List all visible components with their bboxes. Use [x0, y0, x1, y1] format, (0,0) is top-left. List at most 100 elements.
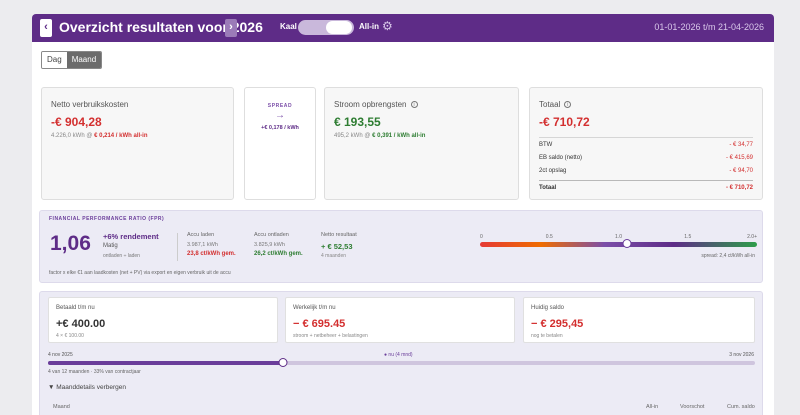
- fpr-rendement: +6% rendement: [103, 232, 159, 241]
- column-header-cum-saldo: Cum. saldo: [727, 404, 755, 410]
- betaald-label: Betaald t/m nu: [56, 305, 95, 311]
- divider: [539, 180, 753, 181]
- row-label: 2ct opslag: [539, 168, 567, 174]
- fpr-formula: ontladen ÷ laden: [103, 253, 140, 259]
- accu-laden-label: Accu laden: [187, 232, 215, 238]
- stroom-sub: 495,2 kWh @ € 0,391 / kWh all-in: [334, 133, 425, 139]
- price-text: € 0,391 / kWh all-in: [372, 133, 426, 139]
- totaal-row-total: Totaal - € 710,72: [539, 185, 753, 191]
- gauge-marker: [622, 239, 632, 248]
- gauge-tick-label: 1.5: [684, 234, 692, 240]
- spread-label: SPREAD: [267, 103, 293, 109]
- kwh-text: 495,2 kWh @: [334, 133, 373, 139]
- netto-sub: 4.226,0 kWh @ € 0,214 / kWh all-in: [51, 133, 147, 139]
- price-text: € 0,214 / kWh all-in: [94, 133, 148, 139]
- main-panel: Dag Maand Netto verbruikskosten -€ 904,2…: [32, 42, 774, 415]
- netto-verbruik-card: Netto verbruikskosten -€ 904,28 4.226,0 …: [41, 87, 234, 200]
- werkelijk-card: Werkelijk t/m nu − € 695.45 stroom + net…: [285, 297, 515, 343]
- card-title-text: Stroom opbrengsten: [334, 100, 407, 109]
- column-header-maand: Maand: [53, 404, 70, 410]
- row-value: - € 415,69: [725, 155, 753, 161]
- fpr-gauge: [480, 239, 757, 248]
- saldo-sub: nog te betalen: [531, 333, 563, 339]
- contract-panel: Betaald t/m nu +€ 400.00 4 × € 100.00 We…: [39, 291, 763, 415]
- fpr-panel: FINANCIAL PERFORMANCE RATIO (FPR) 1,06 +…: [39, 210, 763, 283]
- huidig-saldo-card: Huidig saldo − € 295,45 nog te betalen: [523, 297, 755, 343]
- accu-laden-price: 23,8 ct/kWh gem.: [187, 251, 236, 257]
- progress-marker: [278, 358, 288, 367]
- toggle-label-allin: All-in: [359, 22, 379, 31]
- row-label: EB saldo (netto): [539, 155, 583, 161]
- spread-card: SPREAD → +€ 0,178 / kWh: [244, 87, 316, 200]
- accu-laden: Accu laden 3.987,1 kWh 23,8 ct/kWh gem.: [187, 232, 236, 257]
- toggle-knob: [326, 21, 352, 34]
- betaald-value: +€ 400.00: [56, 318, 106, 330]
- column-header-allin: All-in: [646, 404, 659, 410]
- accu-ontladen: Accu ontladen 3.825,9 kWh 26,2 ct/kWh ge…: [254, 232, 303, 257]
- netto-resultaat-sub: 4 maanden: [321, 253, 347, 259]
- row-value: - € 94,70: [729, 168, 753, 174]
- totaal-card: Totaal i -€ 710,72 BTW - € 34,77 EB saldo …: [529, 87, 763, 200]
- timeline-end: 3 nov 2026: [729, 352, 754, 358]
- netto-resultaat: Netto resultaat + € 52,53 4 maanden: [321, 232, 357, 259]
- accu-ontladen-label: Accu ontladen: [254, 232, 289, 238]
- betaald-sub: 4 × € 100.00: [56, 333, 84, 339]
- toggle-label-kaal: Kaal: [280, 22, 297, 31]
- row-label: Totaal: [539, 185, 557, 191]
- kaal-allin-toggle[interactable]: [298, 20, 354, 35]
- stroom-opbrengsten-card: Stroom opbrengsten i € 193,55 495,2 kWh @…: [324, 87, 519, 200]
- column-header-voorschot: Voorschot: [680, 404, 705, 410]
- accu-laden-kwh: 3.987,1 kWh: [187, 242, 218, 248]
- row-label: BTW: [539, 142, 553, 148]
- accu-ontladen-price: 26,2 ct/kWh gem.: [254, 251, 303, 257]
- info-icon[interactable]: i: [410, 101, 418, 108]
- card-title: Totaal i: [539, 100, 572, 109]
- werkelijk-sub: stroom + netbeheer + belastingen: [293, 333, 368, 339]
- netto-resultaat-label: Netto resultaat: [321, 232, 357, 238]
- gauge-tick-labels: 0 0.5 1.0 1.5 2.0+: [480, 234, 757, 242]
- info-icon[interactable]: i: [564, 101, 572, 108]
- page-title: Overzicht resultaten voor 2026: [59, 19, 263, 35]
- maanddetails-toggle[interactable]: ▼ Maanddetails verbergen: [48, 384, 126, 391]
- gauge-tick-label: 1.0: [615, 234, 622, 240]
- stroom-value: € 193,55: [334, 115, 381, 129]
- accu-ontladen-kwh: 3.825,9 kWh: [254, 242, 285, 248]
- totaal-row-eb: EB saldo (netto) - € 415,69: [539, 155, 753, 161]
- saldo-label: Huidig saldo: [531, 305, 565, 311]
- betaald-card: Betaald t/m nu +€ 400.00 4 × € 100.00: [48, 297, 278, 343]
- fpr-value: 1,06: [50, 232, 91, 255]
- previous-year-button[interactable]: ‹: [40, 19, 52, 37]
- kwh-text: 4.226,0 kWh @: [51, 133, 95, 139]
- gauge-note: spread: 2,4 ct/kWh all-in: [701, 253, 755, 259]
- row-value: - € 34,77: [729, 142, 753, 148]
- gauge-tick-label: 2.0+: [747, 234, 757, 240]
- next-year-button[interactable]: ›: [225, 19, 237, 37]
- saldo-value: − € 295,45: [531, 318, 584, 330]
- fpr-title: FINANCIAL PERFORMANCE RATIO (FPR): [49, 216, 165, 222]
- card-title-text: Totaal: [539, 100, 561, 109]
- view-dag-button[interactable]: Dag: [42, 52, 67, 68]
- werkelijk-value: − € 695.45: [293, 318, 346, 330]
- netto-value: -€ 904,28: [51, 115, 102, 129]
- fpr-footnote: factor x elke €1 aan laadkosten (net + P…: [49, 270, 231, 276]
- gauge-tick-label: 0: [480, 234, 483, 240]
- view-toggle: Dag Maand: [41, 51, 103, 69]
- row-value: - € 710,72: [725, 185, 753, 191]
- totaal-row-btw: BTW - € 34,77: [539, 142, 753, 148]
- contract-progress-bar: [48, 358, 755, 367]
- netto-resultaat-value: + € 52,53: [321, 242, 353, 251]
- arrow-right-icon: →: [275, 110, 285, 121]
- totaal-value: -€ 710,72: [539, 115, 590, 129]
- divider: [539, 137, 753, 138]
- gear-icon[interactable]: ⚙: [382, 19, 393, 33]
- spread-value: +€ 0,178 / kWh: [261, 125, 299, 131]
- progress-fill: [48, 361, 284, 365]
- view-maand-button[interactable]: Maand: [66, 52, 102, 68]
- header-bar: ‹ Overzicht resultaten voor 2026 › Kaal …: [32, 14, 774, 42]
- divider: [177, 233, 178, 261]
- card-title: Netto verbruikskosten: [51, 100, 129, 109]
- timeline-start: 4 nov 2025: [48, 352, 73, 358]
- period-label: 01-01-2026 t/m 21-04-2026: [654, 22, 764, 32]
- totaal-row-opslag: 2ct opslag - € 94,70: [539, 168, 753, 174]
- card-title: Stroom opbrengsten i: [334, 100, 418, 109]
